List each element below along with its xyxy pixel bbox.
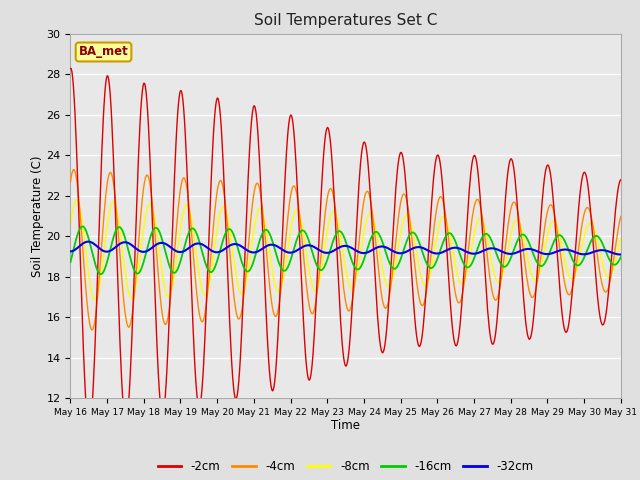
Text: BA_met: BA_met <box>79 46 129 59</box>
Y-axis label: Soil Temperature (C): Soil Temperature (C) <box>31 155 44 277</box>
X-axis label: Time: Time <box>331 419 360 432</box>
Title: Soil Temperatures Set C: Soil Temperatures Set C <box>254 13 437 28</box>
Legend: -2cm, -4cm, -8cm, -16cm, -32cm: -2cm, -4cm, -8cm, -16cm, -32cm <box>153 456 538 478</box>
